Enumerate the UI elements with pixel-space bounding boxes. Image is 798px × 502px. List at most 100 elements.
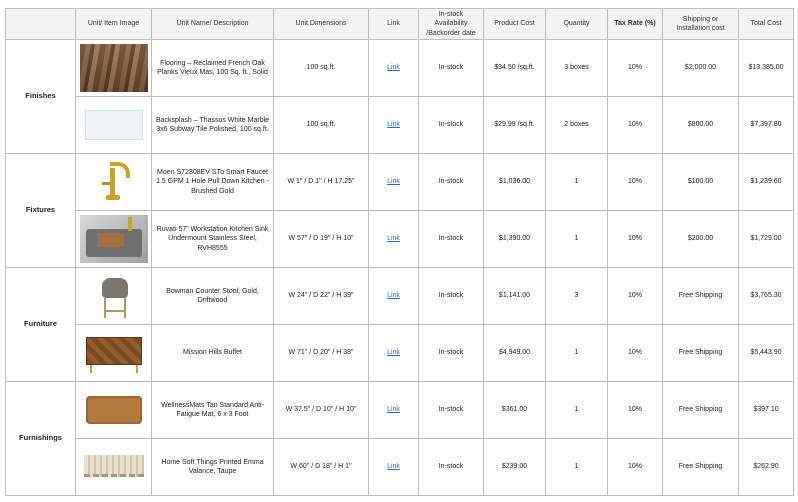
- category-label: Furniture: [5, 267, 76, 382]
- table-row: Furnishings WellnessMats Tan Standard An…: [5, 381, 794, 496]
- item-dimensions: W 60" / D 18" / H 1": [273, 438, 369, 496]
- item-quantity: 1: [545, 438, 608, 496]
- header-total: Total Cost: [738, 8, 794, 40]
- product-link[interactable]: Link: [387, 178, 400, 186]
- header-image: Unit/ Item Image: [75, 8, 152, 40]
- item-dimensions: W 1" / D 1" / H 17.25": [273, 153, 369, 211]
- item-dimensions: W 24" / D 22" / H 39": [273, 267, 369, 325]
- item-total: $1,239.60: [738, 153, 794, 211]
- item-stock: In-stock: [418, 324, 484, 382]
- item-dimensions: 100 sq.ft.: [273, 96, 369, 154]
- item-shipping: Free Shipping: [662, 381, 739, 439]
- product-link[interactable]: Link: [387, 64, 400, 72]
- table-row: Home Soft Things Printed Emma Valance, T…: [6, 438, 794, 496]
- header-quantity: Quantity: [545, 8, 608, 40]
- product-link[interactable]: Link: [387, 349, 400, 357]
- item-tax: 10%: [607, 96, 663, 154]
- item-tax: 10%: [607, 210, 663, 268]
- category-label: Fixtures: [5, 153, 76, 268]
- item-name: Backsplash – Thassos White Marble 3x6 Su…: [151, 96, 274, 154]
- item-cost: $239.00: [483, 438, 546, 496]
- item-stock: In-stock: [418, 96, 484, 154]
- item-quantity: 1: [545, 324, 608, 382]
- product-link[interactable]: Link: [387, 406, 400, 414]
- header-category: [5, 8, 76, 40]
- header-cost: Product Cost: [483, 8, 546, 40]
- item-cost: $1,141.00: [483, 267, 546, 325]
- item-name: WellnessMats Tan Standard Anti-Fatigue M…: [151, 381, 274, 439]
- item-quantity: 1: [545, 381, 608, 439]
- item-shipping: Free Shipping: [662, 267, 739, 325]
- item-total: $5,443.90: [738, 324, 794, 382]
- faucet-image: [79, 158, 148, 206]
- buffet-image: [79, 329, 148, 377]
- item-cost: $29.99 /sq.ft.: [483, 96, 546, 154]
- item-cost: $34.50 /sq.ft.: [483, 39, 546, 97]
- item-cost: $1,036.00: [483, 153, 546, 211]
- item-shipping: Free Shipping: [662, 438, 739, 496]
- table-row: Furniture Bowman Counter Stool, Gold, Dr…: [5, 267, 794, 382]
- cost-table: Unit/ Item Image Unit Name/ Description …: [5, 8, 794, 496]
- backsplash-image: [80, 101, 148, 149]
- header-stock: In-stock Availability /Backorder date: [418, 8, 484, 40]
- item-total: $397.10: [738, 381, 794, 439]
- item-name: Bowman Counter Stool, Gold, Driftwood: [151, 267, 274, 325]
- item-total: $1,729.00: [738, 210, 794, 268]
- item-cost: $1,390.00: [483, 210, 546, 268]
- product-link[interactable]: Link: [387, 235, 400, 243]
- item-tax: 10%: [607, 39, 663, 97]
- item-dimensions: 100 sq.ft.: [273, 39, 369, 97]
- item-cost: $361.00: [483, 381, 546, 439]
- item-stock: In-stock: [418, 153, 484, 211]
- item-shipping: Free Shipping: [662, 324, 739, 382]
- item-stock: In-stock: [418, 438, 484, 496]
- item-quantity: 3: [545, 267, 608, 325]
- item-tax: 10%: [607, 267, 663, 325]
- item-stock: In-stock: [418, 381, 484, 439]
- item-dimensions: W 71" / D 20" / H 38": [273, 324, 369, 382]
- item-total: $7,397.80: [738, 96, 794, 154]
- flooring-image: [79, 44, 148, 92]
- item-quantity: 3 boxes: [545, 39, 608, 97]
- item-name: Flooring – Reclaimed French Oak Planks V…: [151, 39, 274, 97]
- header-tax: Tax Rate (%): [607, 8, 663, 40]
- item-dimensions: W 37.5" / D 10" / H 10": [273, 381, 369, 439]
- header-row: Unit/ Item Image Unit Name/ Description …: [5, 8, 794, 40]
- item-name: Mission Hills Buffet: [151, 324, 274, 382]
- table-row: Fixtures Moen S72308EV STo Smart Faucet …: [5, 153, 794, 268]
- header-link: Link: [368, 8, 419, 40]
- header-name: Unit Name/ Description: [151, 8, 274, 40]
- table-row: Finishes Flooring – Reclaimed French Oak…: [5, 39, 794, 154]
- item-name: Home Soft Things Printed Emma Valance, T…: [151, 438, 274, 496]
- product-link[interactable]: Link: [387, 463, 400, 471]
- product-link[interactable]: Link: [387, 292, 400, 300]
- item-shipping: $100.00: [662, 153, 739, 211]
- item-shipping: $800.00: [662, 96, 739, 154]
- item-total: $3,765.30: [738, 267, 794, 325]
- stool-image: [79, 272, 148, 320]
- item-stock: In-stock: [418, 210, 484, 268]
- table-row: Mission Hills Buffet W 71" / D 20" / H 3…: [6, 324, 794, 382]
- category-label: Furnishings: [5, 381, 76, 496]
- item-shipping: $2,000.00: [662, 39, 739, 97]
- header-shipping: Shipping or Installation cost: [662, 8, 739, 40]
- item-dimensions: W 57" / D 19" / H 10": [273, 210, 369, 268]
- item-stock: In-stock: [418, 267, 484, 325]
- table-row: Backsplash – Thassos White Marble 3x6 Su…: [6, 96, 794, 154]
- item-quantity: 2 boxes: [545, 96, 608, 154]
- item-tax: 10%: [607, 153, 663, 211]
- item-name: Ruvati 57" Workstation Kitchen Sink Unde…: [151, 210, 274, 268]
- item-tax: 10%: [607, 324, 663, 382]
- sink-image: [79, 215, 148, 263]
- item-total: $262.90: [738, 438, 794, 496]
- item-cost: $4,949.00: [483, 324, 546, 382]
- product-link[interactable]: Link: [387, 121, 400, 129]
- item-tax: 10%: [607, 438, 663, 496]
- item-name: Moen S72308EV STo Smart Faucet 1.5 GPM 1…: [151, 153, 274, 211]
- item-shipping: $200.00: [662, 210, 739, 268]
- item-total: $13,385.00: [738, 39, 794, 97]
- valance-image: [79, 443, 148, 491]
- table-row: Ruvati 57" Workstation Kitchen Sink Unde…: [6, 210, 794, 268]
- item-tax: 10%: [607, 381, 663, 439]
- category-label: Finishes: [5, 39, 76, 154]
